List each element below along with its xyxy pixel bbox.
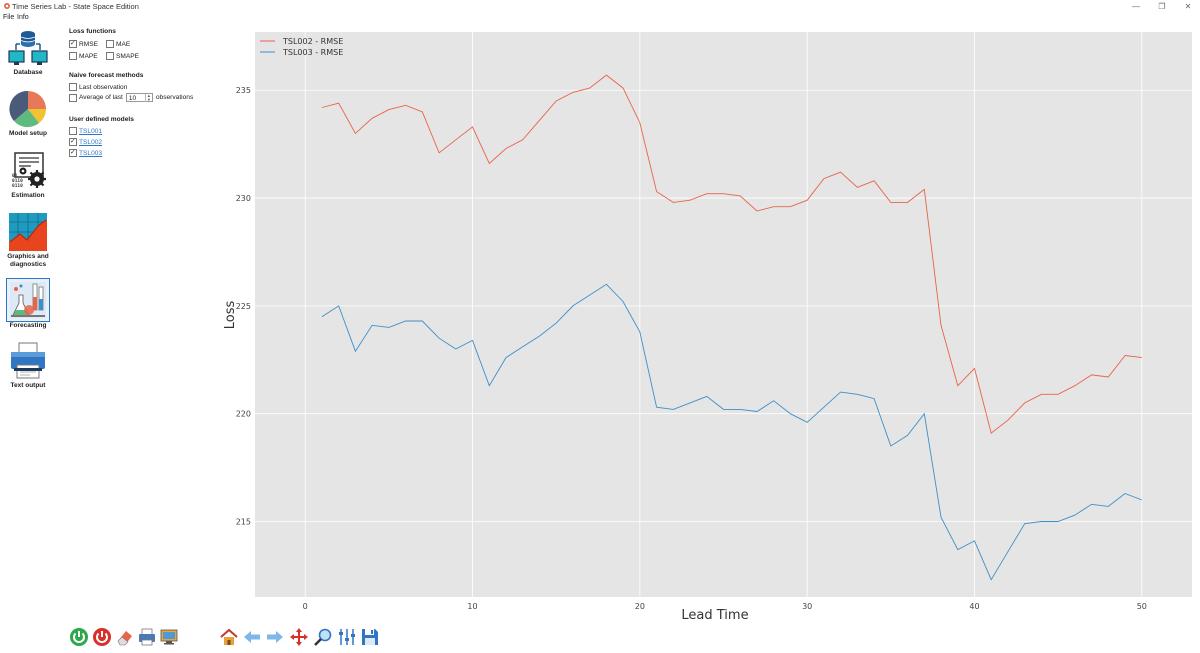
y-tick-label: 235 — [236, 86, 251, 95]
y-axis-label: Loss — [223, 301, 238, 330]
print-icon[interactable] — [137, 627, 157, 647]
sidebar-label: Model setup — [9, 130, 47, 137]
model-tsl003-checkbox[interactable]: TSL003 — [69, 148, 103, 157]
user-models-header: User defined models — [69, 116, 134, 123]
menu-info[interactable]: Info — [17, 14, 29, 21]
checkbox-box[interactable] — [69, 52, 77, 60]
checkbox-box[interactable] — [69, 127, 77, 135]
observations-label: observations — [155, 94, 194, 101]
y-tick-label: 225 — [236, 302, 251, 311]
flask-icon — [6, 278, 50, 322]
checkbox-box[interactable] — [69, 39, 77, 48]
loss-chart[interactable]: 0 10 20 30 40 50 215 220 225 230 235 TSL002 - RMSE… — [218, 28, 1196, 625]
svg-text:01: 01 — [12, 173, 18, 179]
sidebar-model-setup[interactable]: Model setup — [4, 89, 52, 138]
model-link[interactable]: TSL002 — [79, 138, 103, 146]
x-tick-label: 20 — [635, 602, 645, 611]
checkbox-box[interactable] — [106, 40, 114, 48]
model-link[interactable]: TSL003 — [79, 149, 103, 157]
sidebar-label: Database — [13, 69, 43, 76]
legend-label: TSL002 - RMSE — [282, 37, 343, 46]
mae-checkbox[interactable]: MAE — [106, 40, 130, 48]
average-count-spinbox[interactable]: 10 ▲ ▼ — [125, 93, 153, 102]
home-icon[interactable] — [219, 627, 239, 647]
x-tick-label: 30 — [802, 602, 812, 611]
checkbox-label: Average of last — [79, 94, 123, 101]
x-tick-label: 0 — [303, 602, 308, 611]
x-tick-label: 10 — [467, 602, 477, 611]
x-tick-label: 40 — [969, 602, 979, 611]
sidebar-label: Estimation — [11, 192, 45, 199]
app-logo-icon — [4, 3, 10, 9]
sidebar-label: Graphics and diagnostics — [7, 253, 49, 268]
svg-text:0110: 0110 — [12, 178, 23, 184]
graphics-icon — [9, 213, 47, 251]
spinbox-value: 10 — [128, 95, 137, 102]
zoom-icon[interactable] — [313, 627, 333, 647]
average-checkbox[interactable] — [69, 93, 77, 102]
pan-icon[interactable] — [289, 627, 309, 647]
restore-button[interactable]: ❐ — [1158, 2, 1166, 11]
back-arrow-icon[interactable] — [242, 627, 262, 647]
sidebar-graphics-diagnostics[interactable]: Graphics and diagnostics — [4, 212, 52, 269]
eraser-icon[interactable] — [115, 627, 135, 647]
model-tsl001-checkbox[interactable]: TSL001 — [69, 127, 102, 135]
checkbox-label: SMAPE — [116, 52, 140, 60]
printer-icon — [11, 342, 45, 379]
stop-icon[interactable] — [92, 627, 112, 647]
smape-checkbox[interactable]: SMAPE — [106, 52, 139, 60]
model-link[interactable]: TSL001 — [79, 127, 103, 135]
x-tick-label: 50 — [1137, 602, 1147, 611]
menu-file[interactable]: File — [3, 14, 15, 21]
checkbox-box[interactable] — [69, 83, 77, 91]
y-tick-label: 215 — [236, 518, 251, 527]
sliders-icon[interactable] — [337, 627, 357, 647]
checkbox-box[interactable] — [69, 148, 77, 157]
x-axis-label: Lead Time — [681, 608, 748, 623]
mape-checkbox[interactable]: MAPE — [69, 52, 98, 60]
model-tsl002-checkbox[interactable]: TSL002 — [69, 137, 103, 146]
forward-arrow-icon[interactable] — [265, 627, 285, 647]
pie-chart-icon — [9, 90, 46, 128]
sidebar-forecasting[interactable]: Forecasting — [4, 278, 52, 330]
minimize-button[interactable]: — — [1132, 2, 1140, 11]
naive-methods-header: Naive forecast methods — [69, 72, 144, 79]
last-observation-checkbox[interactable]: Last observation — [69, 83, 127, 91]
sidebar-text-output[interactable]: Text output — [4, 341, 52, 390]
y-tick-label: 230 — [236, 194, 251, 203]
series-line-1[interactable] — [321, 74, 1142, 434]
spinbox-arrows-icon[interactable]: ▲ ▼ — [144, 94, 152, 102]
loss-functions-header: Loss functions — [69, 28, 116, 35]
database-icon — [8, 31, 48, 65]
y-tick-label: 220 — [236, 410, 251, 419]
sidebar-estimation[interactable]: 01 0110 0110 Estimation — [4, 151, 52, 200]
checkbox-box[interactable] — [106, 52, 114, 60]
sidebar-label: Forecasting — [9, 322, 47, 329]
run-icon[interactable] — [69, 627, 89, 647]
save-icon[interactable] — [360, 627, 380, 647]
checkbox-label: MAE — [116, 40, 131, 48]
checkbox-label: MAPE — [79, 52, 98, 60]
title-bar: Time Series Lab - State Space Edition — … — [0, 0, 1200, 13]
checkbox-label: RMSE — [79, 40, 99, 48]
checkbox-box[interactable] — [69, 137, 77, 146]
average-of-last-row: Average of last 10 ▲ ▼ observations — [69, 93, 193, 102]
rmse-checkbox[interactable]: RMSE — [69, 39, 99, 48]
sidebar-label: Text output — [10, 382, 46, 389]
gears-icon: 01 0110 0110 — [12, 152, 46, 189]
svg-text:0110: 0110 — [12, 183, 23, 189]
legend-label: TSL003 - RMSE — [282, 48, 343, 57]
close-button[interactable]: ✕ — [1184, 2, 1192, 11]
sidebar-database[interactable]: Database — [4, 28, 52, 77]
export-icon[interactable] — [159, 627, 179, 647]
plot-area[interactable] — [255, 32, 1192, 597]
series-line-2[interactable] — [321, 283, 1142, 581]
window-title: Time Series Lab - State Space Edition — [12, 2, 139, 11]
checkbox-label: Last observation — [79, 83, 128, 91]
